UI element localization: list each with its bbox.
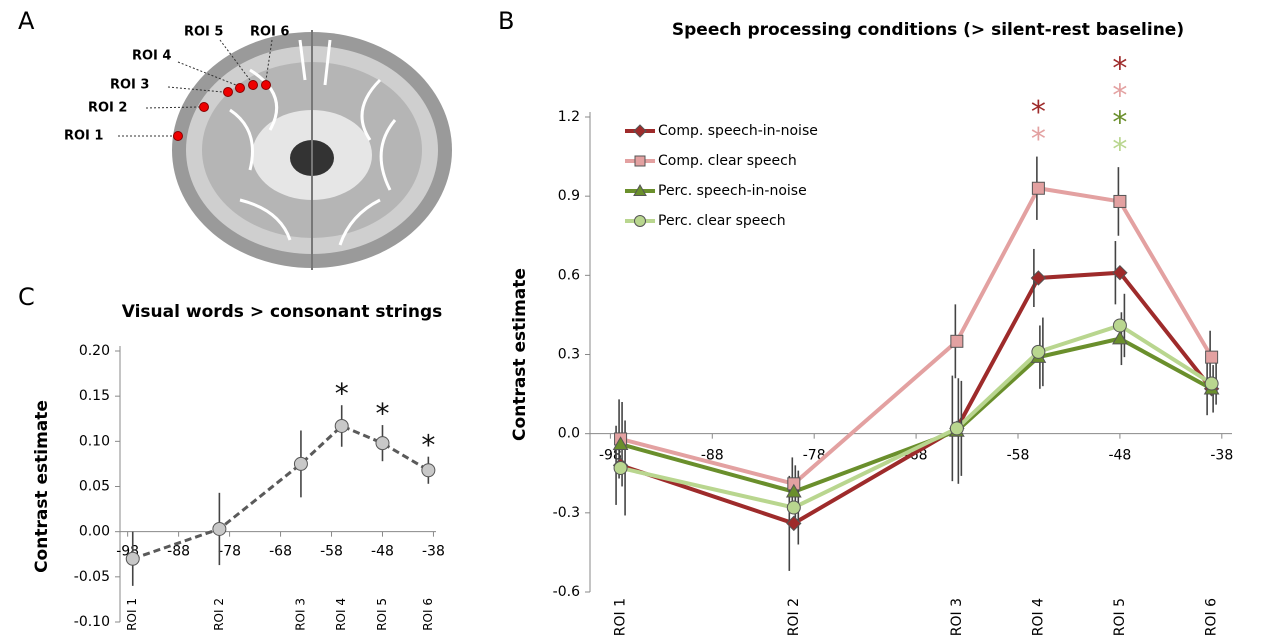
x-tick-label: -68 <box>269 544 292 560</box>
marker <box>1112 318 1127 333</box>
marker <box>1204 376 1219 391</box>
y-tick-label: 0.10 <box>79 433 110 449</box>
roi-label: ROI 6 <box>421 598 435 631</box>
y-tick-label: 0.9 <box>558 188 580 204</box>
y-tick-label: 0.05 <box>79 479 110 495</box>
marker <box>1112 264 1128 281</box>
significance-marker: * <box>375 397 389 430</box>
significance-marker: * <box>1031 95 1046 130</box>
marker <box>293 456 308 471</box>
marker <box>612 436 629 450</box>
brain <box>118 30 452 270</box>
roi-label: ROI 2 <box>786 598 802 636</box>
roi-label: ROI 4 <box>334 598 348 631</box>
marker <box>1205 350 1219 364</box>
legend-label: Perc. speech-in-noise <box>658 183 807 199</box>
series-line <box>620 336 1213 494</box>
chart-title: Visual words > consonant strings <box>122 302 443 322</box>
legend-label: Comp. speech-in-noise <box>658 123 818 139</box>
y-tick-label: 0.15 <box>79 388 110 404</box>
marker <box>1031 344 1046 359</box>
marker <box>633 124 647 138</box>
marker <box>125 551 140 566</box>
x-tick-label: -88 <box>167 544 190 560</box>
y-tick-label: -0.10 <box>74 614 110 630</box>
y-tick-label: -0.6 <box>553 584 580 600</box>
roi-label: ROI 1 <box>613 598 629 636</box>
x-tick-label: -58 <box>1007 448 1030 464</box>
marker <box>786 500 801 515</box>
marker <box>1113 194 1127 208</box>
roi-label: ROI 3 <box>293 598 307 631</box>
marker <box>950 334 964 348</box>
panel-label: C <box>18 283 35 311</box>
marker <box>634 215 646 227</box>
x-tick-label: -38 <box>422 544 445 560</box>
series-line <box>619 270 1214 526</box>
x-tick-label: -58 <box>320 544 343 560</box>
significance-marker: * <box>1031 122 1046 157</box>
marker <box>613 460 628 475</box>
y-tick-label: 0.3 <box>558 347 580 363</box>
marker <box>949 421 964 436</box>
marker <box>1112 330 1128 345</box>
marker <box>633 183 647 196</box>
y-axis-label: Contrast estimate <box>32 400 52 573</box>
roi-label: ROI 6 <box>1204 598 1220 636</box>
panel-label: B <box>498 7 514 35</box>
x-tick-label: -48 <box>1108 448 1131 464</box>
legend-label: Comp. clear speech <box>658 153 797 169</box>
significance-marker: * <box>1112 106 1127 141</box>
roi-label: ROI 6 <box>250 25 289 40</box>
y-tick-label: -0.3 <box>553 505 580 521</box>
x-tick-label: -78 <box>218 544 241 560</box>
marker <box>421 463 436 478</box>
significance-marker: * <box>1112 133 1127 168</box>
series-line <box>620 323 1213 510</box>
significance-marker: * <box>1112 79 1127 114</box>
x-tick-label: -48 <box>371 544 394 560</box>
series-line <box>620 186 1214 487</box>
y-axis-label: Contrast estimate <box>510 268 530 441</box>
y-tick-label: 0.0 <box>558 426 580 442</box>
y-tick-label: 0.6 <box>558 267 580 283</box>
y-tick-label: 0.00 <box>79 524 110 540</box>
roi-label: ROI 2 <box>212 598 226 631</box>
series-line <box>132 424 430 561</box>
marker <box>334 418 349 433</box>
marker <box>786 515 802 532</box>
significance-marker: * <box>1112 52 1127 87</box>
roi-label: ROI 3 <box>110 78 149 93</box>
panel-label: A <box>18 7 35 35</box>
roi-label: ROI 4 <box>132 49 171 64</box>
roi-label: ROI 5 <box>375 598 389 631</box>
roi-label: ROI 3 <box>949 598 965 636</box>
significance-marker: * <box>335 377 349 410</box>
marker <box>1031 181 1045 195</box>
chart-title: Speech processing conditions (> silent-r… <box>672 20 1184 40</box>
y-tick-label: 0.20 <box>79 343 110 359</box>
marker <box>375 436 390 451</box>
marker <box>212 521 227 536</box>
legend-label: Perc. clear speech <box>658 213 786 229</box>
y-tick-label: 1.2 <box>558 109 580 125</box>
roi-label: ROI 2 <box>88 101 127 116</box>
x-tick-label: -38 <box>1210 448 1233 464</box>
roi-label: ROI 1 <box>64 129 103 144</box>
marker <box>1030 270 1047 286</box>
roi-label: ROI 4 <box>1030 598 1046 636</box>
roi-label: ROI 1 <box>125 598 139 631</box>
marker <box>785 483 802 498</box>
significance-marker: * <box>421 429 435 462</box>
marker <box>634 155 646 167</box>
y-tick-label: -0.05 <box>74 569 110 585</box>
roi-label: ROI 5 <box>1112 598 1128 636</box>
roi-label: ROI 5 <box>184 25 223 40</box>
